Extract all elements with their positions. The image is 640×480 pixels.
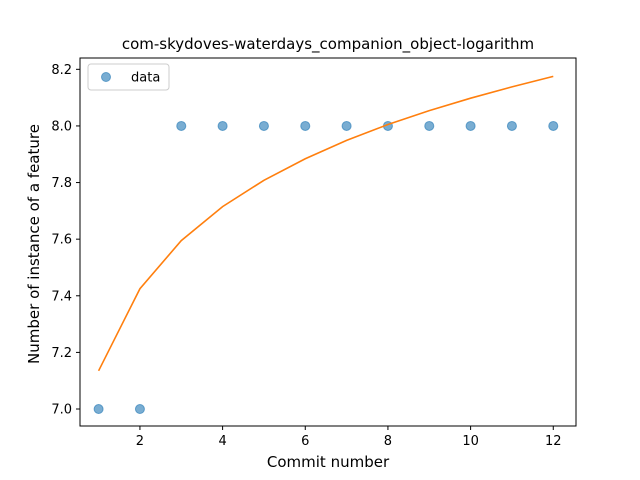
x-tick-label: 10 [462,434,479,449]
legend-marker-data [101,72,111,82]
x-tick-label: 6 [301,434,309,449]
y-tick-label: 7.0 [51,403,72,418]
y-tick-label: 7.2 [51,346,72,361]
legend-box [87,63,170,91]
x-tick-label: 8 [384,434,392,449]
legend: data [87,63,170,91]
data-point [93,404,104,415]
y-tick-label: 7.6 [51,233,72,248]
x-tick-label: 12 [545,434,562,449]
chart-title: com-skydoves-waterdays_companion_object-… [122,35,534,54]
y-axis-label: Number of instance of a feature [25,124,43,364]
data-point [465,120,476,131]
data-point [176,120,187,131]
y-tick-label: 8.0 [51,119,72,134]
plot-area [93,75,559,415]
y-tick-label: 8.2 [51,63,72,78]
x-tick-label: 4 [218,434,226,449]
data-point [424,120,435,131]
data-point [506,120,517,131]
plot-frame [79,57,577,427]
data-point [548,120,559,131]
axes: 2 4 6 8 10 12 7.0 7.2 7.4 7.6 7.8 8.0 8.2 [51,57,577,449]
x-tick-label: 2 [136,434,144,449]
legend-label-data: data [131,71,160,86]
series-line-1 [97,75,554,372]
x-axis-label: Commit number [267,453,390,471]
data-point [217,120,228,131]
y-tick-label: 7.4 [51,289,72,304]
data-point [341,120,352,131]
y-tick-label: 7.8 [51,176,72,191]
data-point [258,120,269,131]
data-point [300,120,311,131]
data-point [134,404,145,415]
